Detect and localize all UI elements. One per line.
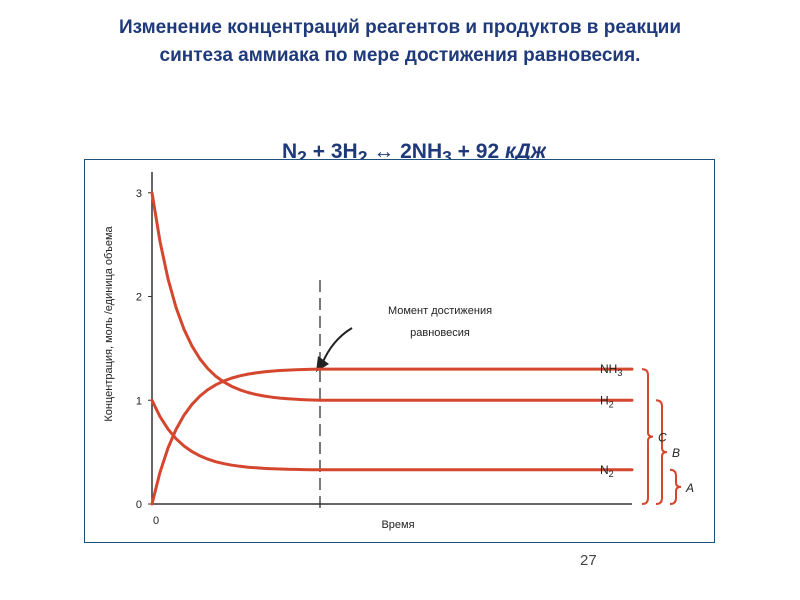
y-tick-label-1: 1: [136, 395, 142, 407]
series-line-n2: [150, 398, 634, 472]
series-label-main-nh3: NH: [600, 362, 617, 376]
series-line-nh3: [150, 367, 634, 506]
eq-h2: + 3H: [306, 140, 358, 162]
eq-arrow: ↔: [367, 140, 401, 162]
y-axis-label: Концентрация, моль /единица объема: [103, 225, 115, 421]
chart-frame: [84, 159, 715, 543]
title-line-2: синтеза аммиака по мере достижения равно…: [159, 45, 641, 66]
page-number: 27: [580, 552, 597, 569]
title-line-1: Изменение концентраций реагентов и проду…: [118, 17, 682, 38]
series-label-sub-nh3: 3: [617, 368, 622, 378]
eq-n2-sub: 2: [297, 147, 307, 162]
bracket-label-b: B: [672, 446, 680, 460]
slide-title: Изменение концентраций реагентов и проду…: [0, 14, 800, 70]
bracket-a: [669, 468, 682, 505]
bracket-b: [655, 399, 668, 505]
eq-nh3-sub: 3: [442, 147, 452, 162]
eq-unit: кДж: [504, 140, 547, 162]
x-axis-label: Время: [381, 519, 414, 531]
y-tick-label-0: 0: [136, 499, 142, 511]
annotation-line-2: равновесия: [410, 327, 470, 339]
annotation-arrow-shaft: [321, 327, 353, 365]
eq-energy: + 92: [451, 140, 505, 162]
series-label-main-n2: N: [600, 463, 609, 477]
bracket-label-a: A: [685, 481, 694, 495]
series-label-h2: H2: [600, 393, 614, 409]
eq-h2-sub: 2: [357, 147, 368, 162]
series-label-sub-h2: 2: [609, 399, 614, 409]
reaction-equation: N2 + 3H2 ↔ 2NH3 + 92 кДж: [282, 140, 546, 162]
x-tick-label-0: 0: [153, 515, 159, 527]
y-tick-label-2: 2: [136, 292, 142, 304]
bracket-label-c: C: [658, 431, 667, 445]
bracket-c: [641, 368, 654, 505]
series-line-h2: [150, 191, 634, 402]
series-label-n2: N2: [600, 463, 614, 479]
eq-n2: N: [282, 140, 298, 162]
y-tick-label-3: 3: [136, 188, 142, 200]
annotation-line-1: Момент достижения: [388, 305, 492, 317]
eq-nh3: 2NH: [400, 140, 443, 162]
series-label-nh3: NH3: [600, 362, 622, 378]
series-label-main-h2: H: [600, 393, 609, 407]
series-label-sub-n2: 2: [609, 469, 614, 479]
